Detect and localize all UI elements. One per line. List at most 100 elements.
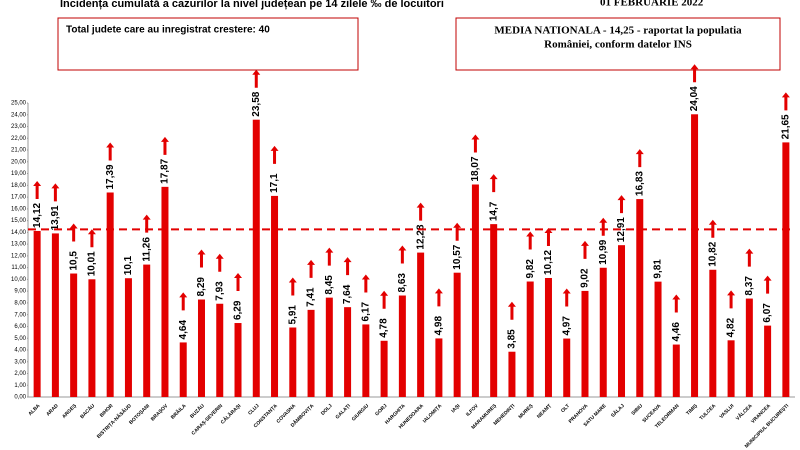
value-label: 8,37 [744, 276, 755, 296]
value-label: 10,82 [707, 241, 718, 266]
value-label: 3,85 [507, 329, 518, 349]
x-tick-label: GALAȚI [335, 403, 353, 421]
value-label: 10,01 [87, 251, 98, 276]
x-tick-label: TULCEA [699, 403, 718, 422]
increase-arrow [87, 229, 96, 248]
increase-arrow [252, 69, 261, 88]
bar [344, 307, 352, 397]
value-label: 12,91 [616, 217, 627, 242]
x-tick-label: MUREȘ [518, 403, 535, 420]
value-label: 12,28 [415, 224, 426, 249]
x-tick-label: VASLUI [718, 403, 735, 420]
value-label: 14,12 [32, 202, 43, 227]
increase-arrow [307, 259, 316, 278]
bar [727, 340, 735, 397]
x-tick-label: BRĂILA [169, 402, 188, 421]
x-tick-label: BOTOȘANI [128, 403, 151, 426]
increase-arrow [416, 202, 425, 221]
increase-arrow [343, 257, 352, 276]
note-right: MEDIA NATIONALA - 14,25 - raportat la po… [494, 25, 742, 37]
bar [782, 142, 790, 397]
increase-arrow [562, 288, 571, 307]
y-tick-label: 20,00 [11, 159, 27, 165]
bar [508, 351, 516, 397]
x-tick-label: BISTRIȚA-NĂSĂUD [95, 402, 133, 440]
increase-arrow [434, 288, 443, 307]
note-box [57, 17, 359, 71]
value-label: 10,57 [452, 244, 463, 269]
y-tick-label: 25,00 [11, 101, 27, 107]
value-label: 17,1 [269, 173, 280, 193]
x-tick-label: ALBA [27, 403, 41, 417]
y-tick-label: 14,00 [11, 230, 27, 236]
bar [764, 325, 772, 397]
x-tick-label: IAȘI [450, 403, 462, 415]
value-label: 4,78 [379, 318, 390, 338]
value-label: 6,17 [360, 302, 371, 322]
x-tick-label: OLT [560, 403, 571, 414]
bar [106, 192, 114, 397]
increase-arrow [489, 174, 498, 193]
value-label: 14,7 [488, 201, 499, 221]
value-label: 4,64 [178, 320, 189, 340]
bar [618, 245, 626, 397]
increase-arrow [380, 290, 389, 309]
value-label: 4,82 [726, 317, 737, 337]
y-tick-label: 6,00 [14, 324, 26, 330]
value-label: 10,5 [68, 251, 79, 271]
increase-arrow [179, 292, 188, 311]
y-tick-label: 13,00 [11, 242, 27, 248]
bar [599, 267, 607, 397]
value-label: 17,39 [105, 164, 116, 189]
y-tick-label: 5,00 [14, 336, 26, 342]
increase-arrow [69, 223, 78, 242]
bar [672, 344, 680, 397]
bar [179, 342, 187, 397]
x-tick-label: CLUJ [247, 403, 261, 417]
bar [636, 199, 644, 397]
value-label: 10,12 [543, 250, 554, 275]
increase-arrow [288, 277, 297, 296]
bar [581, 290, 589, 397]
date: 01 FEBRUARIE 2022 [600, 0, 704, 9]
increase-arrow [526, 231, 535, 250]
bar [654, 281, 662, 397]
increase-arrow [727, 290, 736, 309]
increase-arrow [708, 219, 717, 238]
bar [33, 230, 41, 397]
value-label: 8,63 [397, 273, 408, 293]
y-tick-label: 0,00 [14, 395, 26, 401]
increase-arrow [197, 249, 206, 268]
bar [51, 233, 59, 397]
value-label: 7,93 [214, 281, 225, 301]
x-tick-label: ARGEȘ [61, 403, 78, 420]
x-tick-label: BRAȘOV [150, 403, 170, 423]
increase-arrow [325, 247, 334, 266]
increase-arrow [270, 145, 279, 164]
value-label: 6,07 [762, 303, 773, 323]
bar [252, 119, 260, 397]
bar [709, 269, 717, 397]
bar [216, 303, 224, 397]
x-tick-label: ILFOV [465, 403, 480, 418]
bar [435, 338, 443, 397]
bar [490, 224, 498, 397]
y-tick-label: 4,00 [14, 348, 26, 354]
y-tick-label: 3,00 [14, 359, 26, 365]
bar [124, 278, 132, 397]
y-tick-label: 2,00 [14, 371, 26, 377]
bar [563, 338, 571, 397]
y-tick-label: 23,00 [11, 124, 27, 130]
value-label: 9,82 [525, 259, 536, 279]
increase-arrow [33, 180, 42, 199]
bar [417, 252, 425, 397]
bar [271, 195, 279, 397]
value-label: 10,1 [123, 255, 134, 275]
value-label: 13,91 [50, 205, 61, 230]
x-tick-label: GIURGIU [351, 403, 371, 423]
increase-arrow [763, 275, 772, 294]
increase-arrow [215, 253, 224, 272]
bar [453, 272, 461, 397]
increase-arrow [453, 222, 462, 241]
